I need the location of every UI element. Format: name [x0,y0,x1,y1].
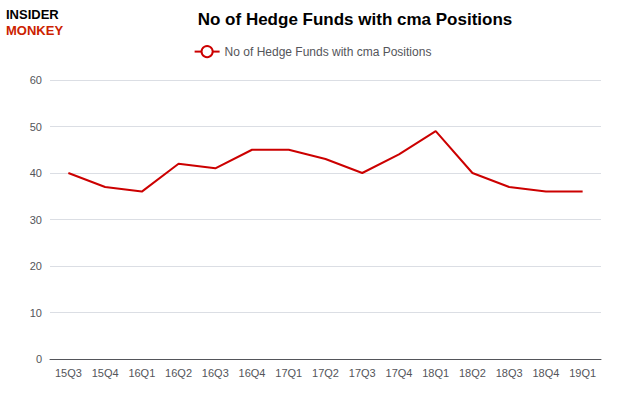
svg-text:10: 10 [30,307,42,319]
svg-text:50: 50 [30,121,42,133]
svg-text:18Q3: 18Q3 [496,367,523,379]
svg-text:17Q3: 17Q3 [349,367,376,379]
svg-text:INSIDER: INSIDER [6,7,59,22]
svg-text:17Q4: 17Q4 [386,367,413,379]
svg-text:60: 60 [30,74,42,86]
svg-text:16Q2: 16Q2 [165,367,192,379]
svg-text:19Q1: 19Q1 [569,367,596,379]
svg-text:No of Hedge Funds with cma Pos: No of Hedge Funds with cma Positions [225,45,432,59]
svg-text:No of Hedge Funds with cma Pos: No of Hedge Funds with cma Positions [198,10,513,29]
svg-text:15Q3: 15Q3 [55,367,82,379]
svg-text:MONKEY: MONKEY [6,23,63,38]
svg-text:30: 30 [30,214,42,226]
svg-text:18Q4: 18Q4 [532,367,559,379]
svg-text:15Q4: 15Q4 [92,367,119,379]
svg-text:16Q4: 16Q4 [239,367,266,379]
svg-text:18Q1: 18Q1 [422,367,449,379]
svg-text:16Q1: 16Q1 [128,367,155,379]
svg-text:17Q2: 17Q2 [312,367,339,379]
svg-text:40: 40 [30,167,42,179]
svg-text:18Q2: 18Q2 [459,367,486,379]
svg-text:0: 0 [36,353,42,365]
svg-text:20: 20 [30,260,42,272]
svg-text:17Q1: 17Q1 [275,367,302,379]
svg-text:16Q3: 16Q3 [202,367,229,379]
